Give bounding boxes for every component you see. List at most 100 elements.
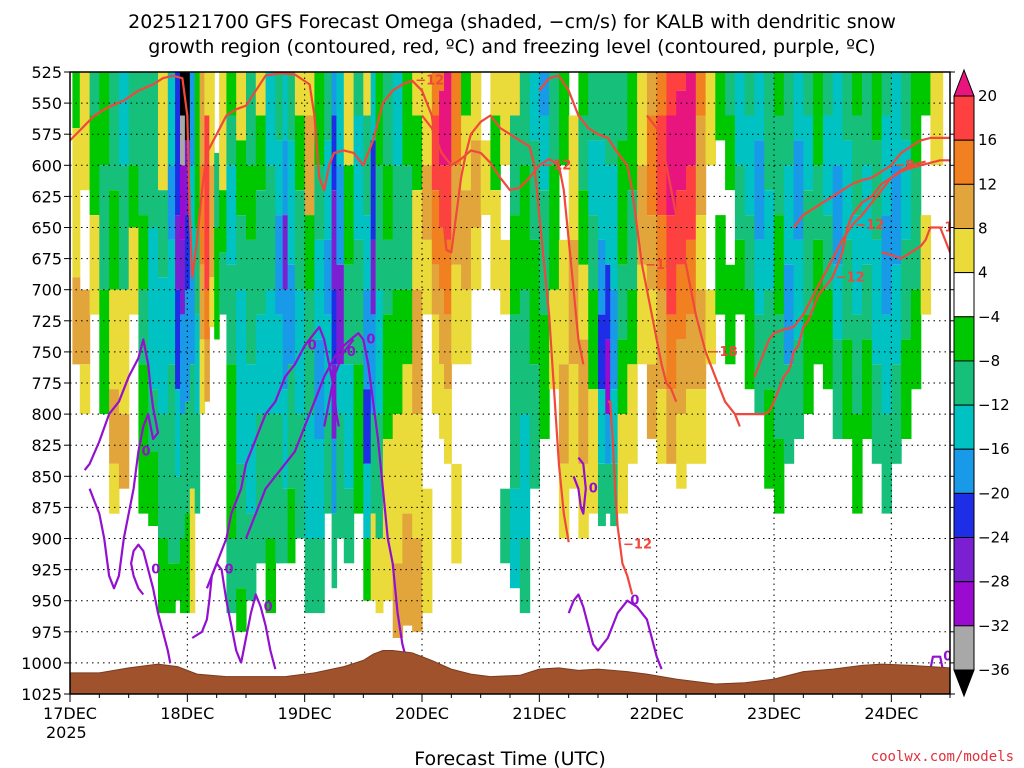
omega-cell [539,72,550,116]
dgz-contour-label: −18 [645,258,674,273]
y-tick-label: 875 [31,498,62,517]
omega-cell [871,72,883,141]
omega-cell [910,72,922,166]
omega-cell [79,72,91,191]
freezing-contour-label: 0 [347,345,356,360]
omega-cell [314,239,325,340]
omega-cell [852,314,863,415]
omega-cell [764,389,775,489]
omega-cell [676,264,687,340]
omega-cell [138,215,149,290]
y-tick-label: 725 [31,312,62,331]
omega-cell [598,314,606,390]
omega-cell [744,72,756,116]
omega-cell [89,215,100,315]
colorbar-swatch [953,360,975,406]
colorbar-label: 8 [978,219,988,237]
omega-cell [725,115,736,191]
omega-cell [294,190,306,290]
freezing-contour-label: 0 [225,563,234,578]
omega-cell [666,215,677,315]
freezing-contour-line [929,655,944,670]
omega-cell [539,190,550,315]
omega-cell [627,364,638,464]
omega-cell [175,72,181,216]
x-tick-label: 23DEC [747,704,801,723]
omega-cell [236,289,247,464]
omega-cell [783,165,795,265]
omega-cell [754,140,765,240]
omega-cell [610,389,619,464]
omega-cell [118,289,130,415]
colorbar-label: −28 [978,573,1010,591]
omega-cell [444,165,452,240]
omega-cell [588,389,599,514]
omega-cell [627,72,638,191]
omega-cell [920,215,932,315]
omega-cell [128,227,140,315]
omega-cell [832,264,844,340]
omega-cell [832,165,844,265]
omega-cell [204,115,210,290]
omega-cell [686,389,697,464]
omega-cell [920,72,932,116]
omega-cell [578,264,589,340]
omega-cell [529,140,540,240]
colorbar-swatch [953,316,975,362]
omega-cell [461,289,472,365]
omega-cell [610,165,619,290]
omega-cell [109,72,120,191]
omega-cell [539,115,550,191]
omega-cell [842,339,853,439]
omega-cell [375,538,384,614]
omega-cell [686,165,697,240]
omega-cell [304,414,316,539]
omega-cell [598,140,606,240]
y-tick-label: 625 [31,187,62,206]
chart-title-line-2: growth region (contoured, red, ºC) and f… [148,36,875,58]
y-tick-label: 650 [31,219,62,238]
omega-cell [803,115,814,191]
colorbar-swatch [953,537,975,583]
omega-cell [588,140,599,215]
omega-cell [881,215,892,315]
omega-cell [627,289,638,365]
omega-cell [862,264,873,340]
omega-cell [287,364,296,489]
omega-cell [891,72,902,166]
omega-cell [336,264,345,365]
dgz-contour-line [70,72,570,543]
omega-cell [363,72,372,116]
omega-cell [158,72,169,191]
omega-cell [686,239,697,315]
omega-cell [392,72,404,166]
omega-cell [392,165,404,290]
omega-cell [558,364,570,464]
omega-cell [842,140,853,240]
omega-cell [199,165,206,265]
omega-cell [219,190,227,253]
colorbar-swatch [953,581,975,627]
omega-cell [402,165,413,290]
omega-cell [646,215,658,290]
omega-cell [236,463,247,589]
omega-cell [822,115,834,215]
omega-cell [891,364,902,464]
dgz-contour-line [792,136,950,229]
omega-cell [822,289,834,390]
omega-cell [444,72,452,166]
omega-cell [275,314,284,415]
colorbar-swatch [953,492,975,539]
y-tick-label: 550 [31,94,62,113]
omega-cell [813,165,824,240]
omega-cell [175,389,181,477]
freezing-contour-label: 0 [308,339,317,354]
omega-cell [822,72,834,116]
omega-cell [184,289,191,402]
freezing-contour-line [244,332,409,664]
x-axis-ticks: 17DEC 18DEC 19DEC 20DEC 21DEC 22DEC 23DEC 24DEC [43,694,951,723]
omega-cell [118,414,130,489]
colorbar-label: 20 [978,87,997,105]
colorbar-swatch [953,625,975,671]
omega-cell [412,115,423,191]
